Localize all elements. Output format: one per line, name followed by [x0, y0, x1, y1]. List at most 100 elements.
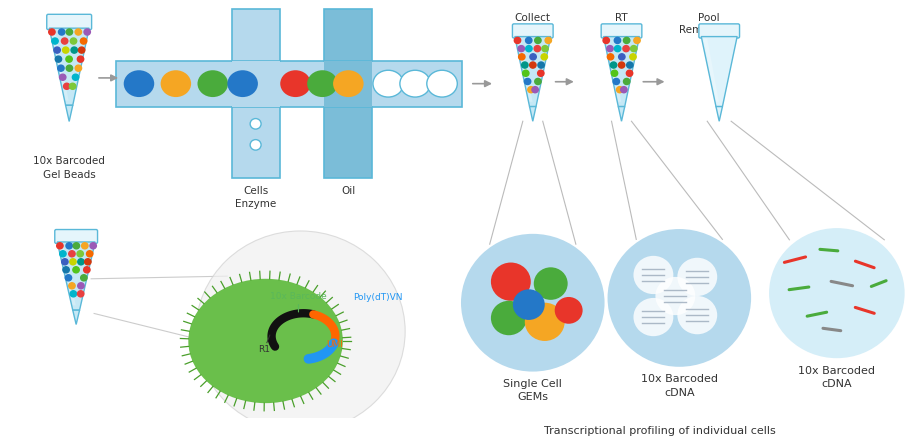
Circle shape: [603, 37, 610, 44]
Ellipse shape: [333, 70, 363, 97]
Circle shape: [66, 56, 72, 62]
Circle shape: [90, 243, 96, 249]
Circle shape: [525, 78, 531, 85]
Circle shape: [634, 37, 640, 44]
Circle shape: [614, 37, 621, 44]
Circle shape: [525, 303, 565, 341]
Ellipse shape: [160, 70, 191, 97]
Circle shape: [77, 251, 83, 257]
Polygon shape: [529, 106, 536, 121]
Circle shape: [634, 256, 673, 294]
Circle shape: [70, 83, 76, 89]
Circle shape: [769, 228, 905, 358]
Polygon shape: [605, 38, 621, 102]
Circle shape: [542, 46, 548, 52]
Circle shape: [49, 29, 55, 35]
Circle shape: [624, 78, 630, 85]
Circle shape: [537, 70, 544, 76]
Ellipse shape: [188, 279, 343, 403]
Text: Poly(dT)VN: Poly(dT)VN: [353, 293, 403, 302]
Polygon shape: [325, 107, 372, 178]
Circle shape: [69, 251, 75, 257]
Circle shape: [63, 83, 70, 89]
Circle shape: [608, 229, 751, 367]
Circle shape: [535, 78, 541, 85]
Ellipse shape: [124, 70, 154, 97]
Circle shape: [73, 243, 80, 249]
Text: UMI: UMI: [326, 340, 343, 349]
Circle shape: [528, 87, 535, 93]
Circle shape: [519, 54, 525, 60]
Circle shape: [250, 140, 261, 150]
Circle shape: [461, 234, 604, 371]
Circle shape: [535, 46, 540, 52]
Circle shape: [514, 37, 521, 44]
Circle shape: [61, 259, 68, 265]
Circle shape: [71, 38, 77, 44]
Circle shape: [619, 54, 625, 60]
Circle shape: [530, 62, 536, 68]
Circle shape: [75, 29, 82, 35]
Circle shape: [631, 46, 637, 52]
Circle shape: [57, 243, 63, 249]
Circle shape: [607, 54, 613, 60]
Circle shape: [621, 87, 627, 93]
Text: RT: RT: [615, 13, 628, 23]
Circle shape: [616, 87, 623, 93]
Circle shape: [656, 277, 695, 315]
Circle shape: [538, 62, 545, 68]
Circle shape: [82, 243, 88, 249]
Circle shape: [84, 29, 91, 35]
Polygon shape: [517, 38, 533, 102]
Circle shape: [611, 62, 617, 68]
FancyBboxPatch shape: [513, 24, 553, 38]
Circle shape: [535, 37, 541, 44]
Polygon shape: [116, 61, 462, 107]
Text: Single Cell
GEMs: Single Cell GEMs: [503, 379, 562, 402]
Circle shape: [545, 37, 551, 44]
Circle shape: [491, 262, 531, 301]
Circle shape: [66, 29, 72, 35]
Circle shape: [534, 267, 568, 300]
Circle shape: [72, 74, 79, 80]
Circle shape: [81, 275, 87, 281]
Circle shape: [65, 275, 72, 281]
Ellipse shape: [281, 70, 311, 97]
Text: Oil: Oil: [341, 186, 356, 196]
Circle shape: [513, 290, 545, 320]
Circle shape: [60, 74, 66, 80]
Polygon shape: [716, 106, 723, 121]
Circle shape: [66, 65, 72, 71]
Ellipse shape: [426, 70, 458, 97]
Polygon shape: [603, 37, 639, 106]
Polygon shape: [232, 9, 280, 61]
Circle shape: [196, 231, 405, 432]
Polygon shape: [66, 105, 72, 122]
Polygon shape: [325, 61, 372, 107]
Circle shape: [613, 78, 620, 85]
Polygon shape: [72, 310, 80, 324]
Polygon shape: [618, 106, 624, 121]
Text: c: c: [514, 324, 519, 330]
Polygon shape: [232, 61, 280, 107]
Polygon shape: [703, 38, 719, 102]
Circle shape: [86, 251, 93, 257]
Circle shape: [75, 65, 82, 71]
Circle shape: [618, 62, 624, 68]
Circle shape: [59, 29, 65, 35]
Circle shape: [63, 267, 70, 273]
Circle shape: [81, 38, 87, 44]
Text: Transcriptional profiling of individual cells: Transcriptional profiling of individual …: [544, 426, 775, 436]
Circle shape: [55, 56, 61, 62]
Circle shape: [626, 62, 633, 68]
Circle shape: [61, 38, 68, 44]
Polygon shape: [57, 242, 95, 310]
Circle shape: [530, 54, 536, 60]
Polygon shape: [325, 9, 372, 61]
Text: 10x Barcode: 10x Barcode: [271, 292, 326, 301]
Circle shape: [678, 296, 717, 334]
Polygon shape: [514, 37, 551, 106]
Circle shape: [69, 283, 75, 289]
Circle shape: [518, 46, 525, 52]
Circle shape: [541, 54, 547, 60]
